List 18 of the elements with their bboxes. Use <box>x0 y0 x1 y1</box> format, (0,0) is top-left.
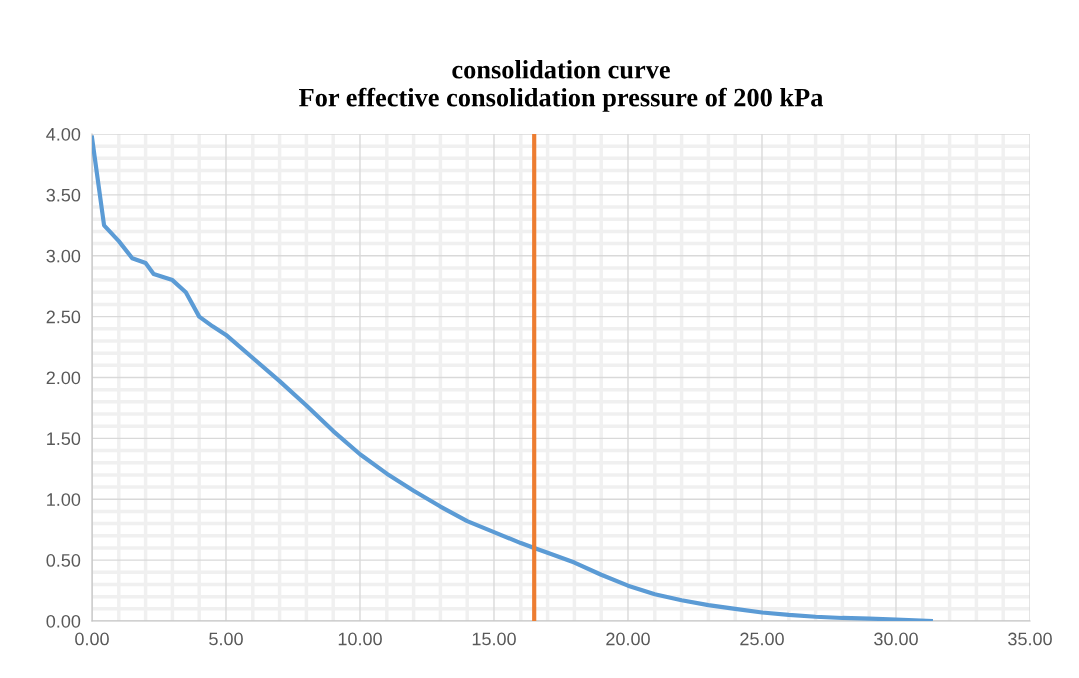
y-tick-label: 0.00 <box>46 614 81 628</box>
y-tick-label: 1.50 <box>47 432 81 446</box>
x-tick-label: 0.00 <box>75 632 109 646</box>
y-tick-label: 4.00 <box>46 127 81 141</box>
y-tick-label: 0.50 <box>46 554 81 567</box>
x-tick-label: 25.00 <box>740 632 784 646</box>
y-tick-label: 1.00 <box>47 493 81 506</box>
y-tick-label: 2.00 <box>46 371 81 385</box>
chart-title: consolidation curve For effective consolidation pressure of 200 kPa <box>299 60 824 112</box>
x-tick-label: 5.00 <box>209 632 243 646</box>
x-tick-label: 15.00 <box>472 632 516 646</box>
x-tick-label: 35.00 <box>1008 632 1052 646</box>
y-tick-label: 3.50 <box>46 188 81 202</box>
y-tick-label: 2.50 <box>46 310 81 324</box>
x-tick-label: 20.00 <box>606 632 650 646</box>
x-tick-label: 10.00 <box>338 632 382 646</box>
x-tick-label: 30.00 <box>874 632 918 646</box>
y-tick-label: 3.00 <box>46 249 81 263</box>
